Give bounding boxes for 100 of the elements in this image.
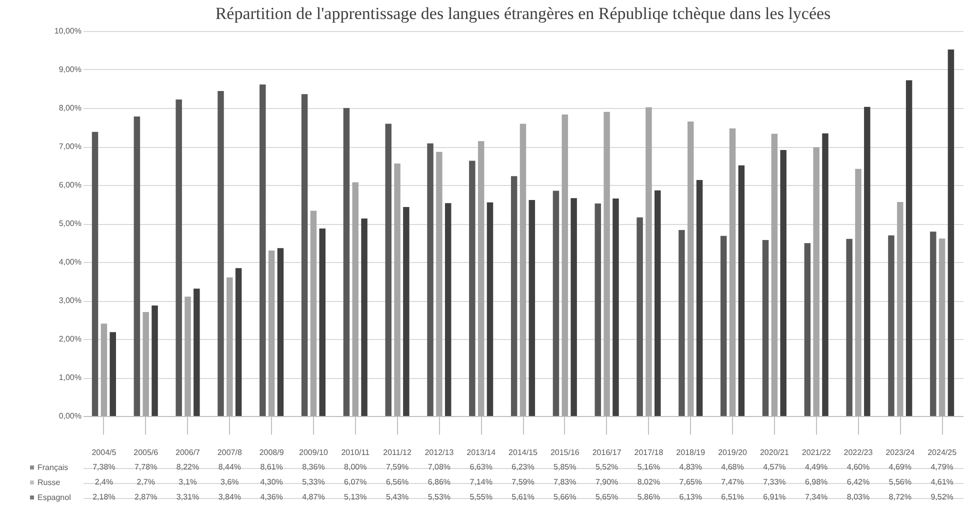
bar	[906, 80, 912, 416]
data-label: 3,1%	[178, 478, 197, 486]
bar	[948, 49, 954, 416]
data-label: 8,22%	[176, 462, 200, 472]
bar	[636, 217, 643, 416]
x-tick-label: 2014/15	[508, 448, 538, 457]
bar	[696, 180, 703, 416]
data-label: 7,34%	[804, 492, 828, 502]
y-tick-label: 3,00%	[58, 296, 82, 305]
data-label: 4,49%	[804, 462, 828, 472]
bar	[268, 250, 275, 416]
data-label: 8,36%	[302, 462, 325, 472]
bar	[260, 84, 266, 416]
data-label: 6,98%	[804, 478, 828, 486]
y-tick-label: 10,00%	[54, 26, 82, 36]
bar	[780, 150, 786, 416]
x-tick-label: 2010/11	[341, 448, 370, 457]
bar	[930, 232, 936, 416]
data-label: 7,65%	[679, 478, 702, 486]
bar	[888, 235, 894, 416]
legend-label: Russe	[38, 478, 61, 487]
bar	[654, 190, 661, 416]
bar	[738, 165, 745, 416]
bar	[469, 160, 476, 416]
y-tick-label: 8,00%	[58, 104, 82, 112]
bar	[436, 152, 442, 416]
bar	[813, 147, 820, 416]
bar	[152, 306, 158, 416]
bar	[864, 106, 870, 416]
bar	[343, 108, 350, 416]
bar	[729, 128, 736, 416]
data-label: 4,68%	[721, 462, 744, 472]
data-label: 7,33%	[763, 478, 786, 486]
y-tick-label: 0,00%	[58, 412, 82, 420]
bar	[235, 268, 242, 416]
x-tick-label: 2017/18	[634, 448, 664, 457]
legend-label: Français	[38, 463, 68, 472]
x-tick-label: 2013/14	[466, 448, 496, 457]
data-label: 6,23%	[512, 462, 534, 472]
data-label: 8,02%	[637, 478, 660, 486]
bar	[100, 324, 108, 416]
bar	[510, 176, 518, 416]
data-label: 5,33%	[302, 478, 325, 486]
x-tick-label: 2021/22	[802, 448, 832, 457]
data-label: 4,87%	[302, 492, 325, 502]
x-tick-label: 2011/12	[383, 448, 412, 457]
x-tick-label: 2004/5	[92, 448, 117, 457]
bar	[319, 228, 326, 416]
data-label: 7,14%	[470, 478, 492, 486]
data-label: 5,53%	[428, 492, 451, 502]
data-label: 7,08%	[428, 462, 451, 472]
data-label: 4,30%	[260, 478, 283, 486]
data-label: 2,7%	[136, 478, 155, 486]
x-tick-label: 2005/6	[134, 448, 159, 457]
data-label: 8,44%	[218, 462, 242, 472]
x-tick-label: 2012/13	[424, 448, 454, 457]
bar	[897, 202, 904, 416]
x-tick-label: 2018/19	[676, 448, 706, 457]
data-label: 7,59%	[512, 478, 534, 486]
bar	[771, 134, 778, 416]
data-label: 4,36%	[260, 492, 283, 502]
bar	[444, 203, 452, 416]
data-label: 8,03%	[846, 492, 870, 502]
x-tick-label: 2016/17	[592, 448, 622, 457]
data-label: 4,61%	[930, 478, 954, 486]
data-label: 7,83%	[554, 478, 576, 486]
bar	[310, 210, 317, 416]
y-tick-label: 7,00%	[58, 142, 82, 151]
bar	[528, 200, 536, 416]
data-label: 5,61%	[512, 492, 534, 502]
data-label: 5,56%	[888, 478, 912, 486]
data-label: 2,4%	[94, 478, 114, 486]
bar	[427, 143, 434, 416]
data-label: 3,31%	[176, 492, 200, 502]
bar	[218, 91, 224, 416]
data-label: 2,18%	[92, 492, 116, 502]
y-tick-label: 1,00%	[58, 373, 82, 382]
legend-label: Espagnol	[38, 493, 72, 502]
bar	[720, 236, 727, 416]
data-label: 5,52%	[595, 462, 618, 472]
data-label: 7,78%	[134, 462, 158, 472]
bar	[394, 163, 400, 416]
data-label: 5,16%	[637, 462, 660, 472]
data-label: 7,59%	[386, 462, 409, 472]
bar	[92, 132, 98, 416]
bar	[142, 312, 149, 416]
bar	[194, 288, 200, 416]
data-label: 8,00%	[344, 462, 367, 472]
bar	[646, 107, 652, 416]
bar	[804, 243, 811, 416]
bar	[486, 202, 494, 416]
bar	[594, 203, 602, 416]
data-label: 6,51%	[721, 492, 744, 502]
data-label: 8,61%	[260, 462, 283, 472]
data-label: 6,63%	[470, 462, 492, 472]
bar	[176, 100, 182, 416]
bar	[110, 332, 116, 416]
bar	[855, 168, 862, 416]
data-label: 7,47%	[721, 478, 744, 486]
bar	[846, 238, 852, 416]
